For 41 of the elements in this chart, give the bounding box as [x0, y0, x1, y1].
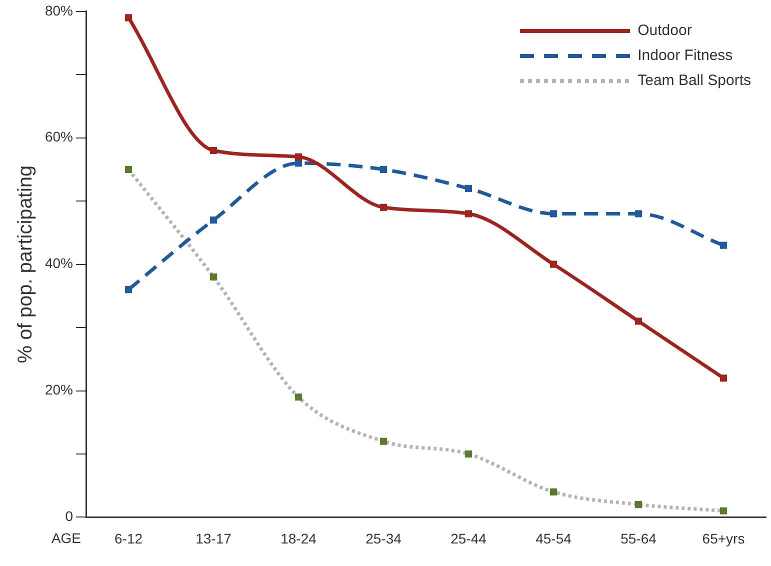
legend-label: Indoor Fitness — [638, 47, 733, 64]
x-axis-title: AGE — [51, 530, 82, 546]
point — [634, 318, 642, 325]
point — [634, 501, 642, 508]
y-tick-label: 60% — [44, 128, 74, 145]
x-tick-label: 65+yrs — [702, 530, 745, 546]
x-tick-label: 55-64 — [620, 530, 657, 546]
point — [380, 438, 388, 445]
x-tick-label: 18-24 — [280, 530, 317, 546]
point — [380, 166, 388, 173]
point — [124, 166, 132, 173]
point — [210, 146, 218, 154]
x-tick-label: 25-34 — [366, 530, 402, 546]
point — [720, 374, 728, 382]
y-tick-label: 80% — [44, 2, 74, 18]
point — [464, 210, 472, 218]
point — [550, 210, 558, 218]
x-tick-label: 45-54 — [536, 530, 572, 546]
legend-label: Outdoor — [638, 22, 692, 39]
y-tick-label: 20% — [44, 382, 74, 398]
point — [380, 204, 388, 211]
point — [550, 260, 558, 268]
point — [124, 14, 132, 22]
point — [720, 242, 728, 249]
y-axis-title: % of pop. participating — [14, 165, 37, 364]
point — [550, 488, 558, 496]
legend-label: Team Ball Sports — [638, 72, 751, 89]
x-tick-label: 6-12 — [114, 530, 143, 546]
point — [464, 184, 472, 192]
point — [210, 216, 218, 224]
point — [124, 286, 132, 294]
point — [294, 153, 302, 160]
x-tick-label: 13-17 — [196, 530, 232, 546]
x-tick-label: 25-44 — [450, 530, 487, 546]
point — [720, 507, 728, 514]
point — [634, 210, 642, 218]
point — [210, 273, 218, 280]
point — [464, 450, 472, 458]
y-tick-label: 40% — [44, 255, 74, 272]
point — [294, 394, 302, 401]
y-tick-label: 0 — [65, 508, 74, 524]
